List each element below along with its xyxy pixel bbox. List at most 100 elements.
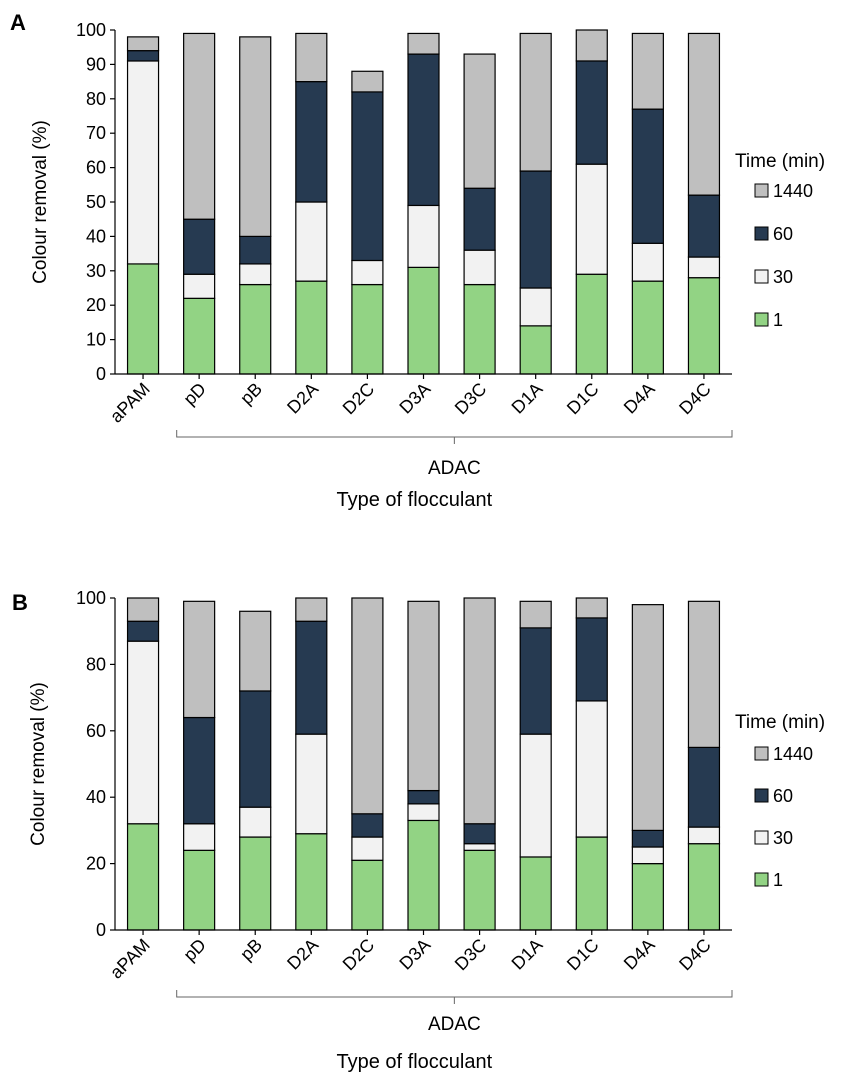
bar-D2A-t60 (295, 80, 328, 203)
bar-D3C-t1 (463, 283, 496, 375)
bar-D4C-t60 (687, 194, 721, 258)
bar-pD-t1 (183, 297, 216, 375)
bar-D1A-t30 (519, 733, 552, 858)
bar-D1C-t1440 (575, 597, 608, 619)
bar-pD-t60 (183, 218, 216, 275)
y-tick-label: 0 (96, 364, 106, 384)
bar-aPAM-t1 (126, 263, 160, 375)
legend-swatch-60 (754, 226, 769, 241)
bar-D4A-t60 (631, 829, 664, 848)
bar-pD-t1440 (183, 32, 216, 220)
bar-D3A-t1 (407, 266, 440, 375)
bar-pB-t1440 (239, 36, 272, 238)
y-tick-label: 10 (86, 330, 106, 350)
bar-D3C-t30 (463, 249, 496, 286)
y-tick-label: 40 (86, 226, 106, 246)
bar-D4C-t1440 (687, 32, 721, 196)
x-tick-label-aPAM: aPAM (106, 379, 154, 427)
y-tick-label: 30 (86, 261, 106, 281)
y-tick-label: 90 (86, 54, 106, 74)
bar-D4C-t1 (687, 277, 721, 375)
bar-D1A-t60 (519, 170, 552, 289)
legend-label-1: 1 (773, 870, 783, 890)
legend-label-1440: 1440 (773, 744, 813, 764)
bar-D1A-t1440 (519, 600, 552, 629)
bar-D4C-t1440 (687, 600, 721, 749)
y-tick-label: 80 (86, 89, 106, 109)
legend-swatch-1 (754, 312, 769, 327)
bar-aPAM-t30 (126, 640, 160, 825)
legend-label-1440: 1440 (773, 181, 813, 201)
adac-bracket (176, 430, 733, 444)
legend-swatch-1440 (754, 746, 769, 761)
x-tick-label-pB: pB (236, 935, 266, 965)
bar-D1A-t1440 (519, 32, 552, 172)
bar-D2A-t60 (295, 620, 328, 735)
bar-D3A-t30 (407, 204, 440, 268)
x-tick-label-D3A: D3A (395, 935, 434, 974)
bar-D1C-t30 (575, 700, 608, 838)
bar-D1C-t1 (575, 273, 608, 375)
x-tick-label-D2C: D2C (339, 379, 379, 419)
x-tick-label-pD: pD (180, 935, 210, 965)
legend-label-60: 60 (773, 786, 793, 806)
legend-label-30: 30 (773, 267, 793, 287)
bar-pD-t30 (183, 823, 216, 851)
bar-D1A-t30 (519, 287, 552, 327)
legend-title: Time (min) (735, 712, 825, 733)
bar-aPAM-t60 (126, 50, 160, 62)
bar-D1A-t60 (519, 627, 552, 735)
panel-label: A (10, 10, 26, 35)
bar-D1C-t1440 (575, 29, 608, 62)
bar-D4A-t30 (631, 242, 664, 282)
bar-pB-t60 (239, 690, 272, 808)
x-tick-label-D1A: D1A (508, 379, 547, 418)
bracket-label: ADAC (428, 458, 481, 479)
bar-D2C-t60 (351, 813, 384, 838)
x-tick-label-D1A: D1A (508, 935, 547, 974)
bar-aPAM-t30 (126, 60, 160, 265)
bar-D2C-t1 (351, 283, 384, 375)
bar-D4C-t30 (687, 826, 721, 845)
x-tick-label-pD: pD (180, 379, 210, 409)
bar-D4C-t1 (687, 843, 721, 931)
y-tick-label: 20 (86, 854, 106, 874)
x-tick-label-D1C: D1C (563, 935, 603, 975)
y-tick-label: 60 (86, 721, 106, 741)
bar-pB-t30 (239, 806, 272, 838)
bar-D2C-t30 (351, 836, 384, 861)
chart-panel-A: A Colour removal (%) 0 10 20 30 40 50 60 70 80 90 10… (10, 10, 825, 511)
bar-aPAM-t1 (126, 823, 160, 931)
x-axis-label: Type of flocculant (337, 1051, 493, 1073)
bar-D3A-t30 (407, 803, 440, 822)
bar-pB-t60 (239, 235, 272, 265)
bar-D4C-t60 (687, 746, 721, 828)
adac-bracket (176, 990, 733, 1004)
x-tick-label-D3A: D3A (395, 379, 434, 418)
bar-pD-t1 (183, 849, 216, 931)
x-tick-label-D4A: D4A (620, 379, 659, 418)
x-tick-label-D2A: D2A (283, 935, 322, 974)
chart-panel-B: B Colour removal (%) 0 20 40 60 80 100 aPAM pD pB D… (12, 588, 825, 1073)
bar-D2C-t60 (351, 91, 384, 262)
x-tick-label-D1C: D1C (563, 379, 603, 419)
y-tick-label: 100 (76, 588, 106, 608)
bar-pB-t30 (239, 263, 272, 286)
bar-D1C-t60 (575, 60, 608, 165)
bar-D2A-t1 (295, 833, 328, 931)
bar-D4C-t30 (687, 256, 721, 279)
y-tick-label: 50 (86, 192, 106, 212)
x-tick-label-D2C: D2C (339, 935, 379, 975)
bar-D4A-t1440 (631, 604, 664, 832)
bar-D3A-t60 (407, 789, 440, 805)
x-axis-label: Type of flocculant (337, 489, 493, 511)
bar-D2C-t1 (351, 859, 384, 931)
y-tick-label: 40 (86, 787, 106, 807)
legend-swatch-30 (754, 830, 769, 845)
legend-label-30: 30 (773, 828, 793, 848)
y-axis-label: Colour removal (%) (28, 682, 49, 846)
bar-pD-t1440 (183, 600, 216, 719)
bar-D3A-t1440 (407, 600, 440, 792)
